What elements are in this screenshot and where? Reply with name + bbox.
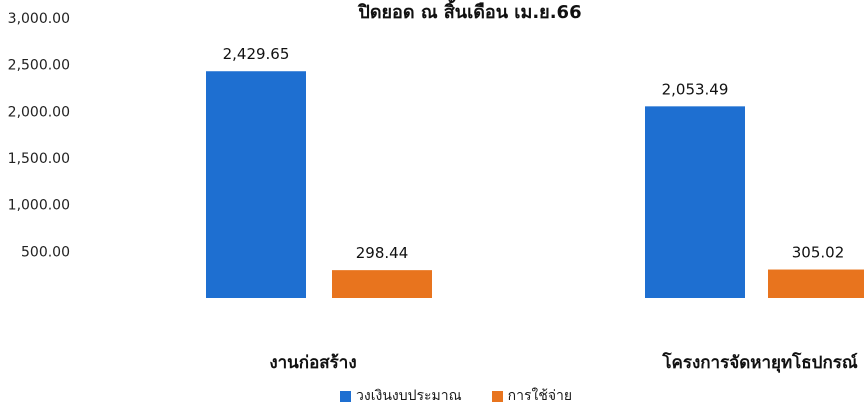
y-tick-label: 2,500.00: [8, 58, 70, 74]
bar-budget-0: [206, 71, 306, 298]
y-tick-label: 500.00: [21, 244, 70, 260]
bar-spending-1: [768, 269, 864, 298]
legend-item-spending: การใช้จ่าย: [491, 385, 573, 407]
y-tick-label: 2,000.00: [8, 104, 70, 120]
legend-label-spending: การใช้จ่าย: [507, 388, 573, 404]
bar-budget-1: [645, 106, 745, 298]
bars: 2,429.65 2,053.49 298.44 305.02: [206, 45, 864, 298]
legend-swatch-budget: [340, 390, 351, 402]
category-label: งานก่อสร้าง: [269, 353, 356, 373]
legend-swatch-spending: [491, 390, 503, 402]
data-label: 2,053.49: [662, 80, 729, 98]
bar-spending-0: [332, 270, 432, 298]
data-label: 305.02: [792, 244, 845, 262]
y-tick-label: 1,500.00: [8, 151, 70, 167]
chart-title: ปิดยอด ณ สิ้นเดือน เม.ย.66: [357, 0, 582, 23]
legend-item-budget: วงเงินงบประมาณ: [340, 385, 462, 407]
y-tick-label: 1,000.00: [8, 198, 70, 214]
x-axis-labels: งานก่อสร้าง โครงการจัดหายุทโธปกรณ์: [269, 352, 858, 373]
legend-label-budget: วงเงินงบประมาณ: [356, 388, 462, 404]
legend: วงเงินงบประมาณ การใช้จ่าย: [340, 385, 572, 407]
y-axis-ticks: 500.00 1,000.00 1,500.00 2,000.00 2,500.00 3,…: [8, 11, 70, 260]
data-label: 2,429.65: [223, 45, 290, 63]
category-label: โครงการจัดหายุทโธปกรณ์: [661, 352, 858, 373]
data-label: 298.44: [356, 244, 409, 262]
y-tick-label: 3,000.00: [8, 11, 70, 27]
